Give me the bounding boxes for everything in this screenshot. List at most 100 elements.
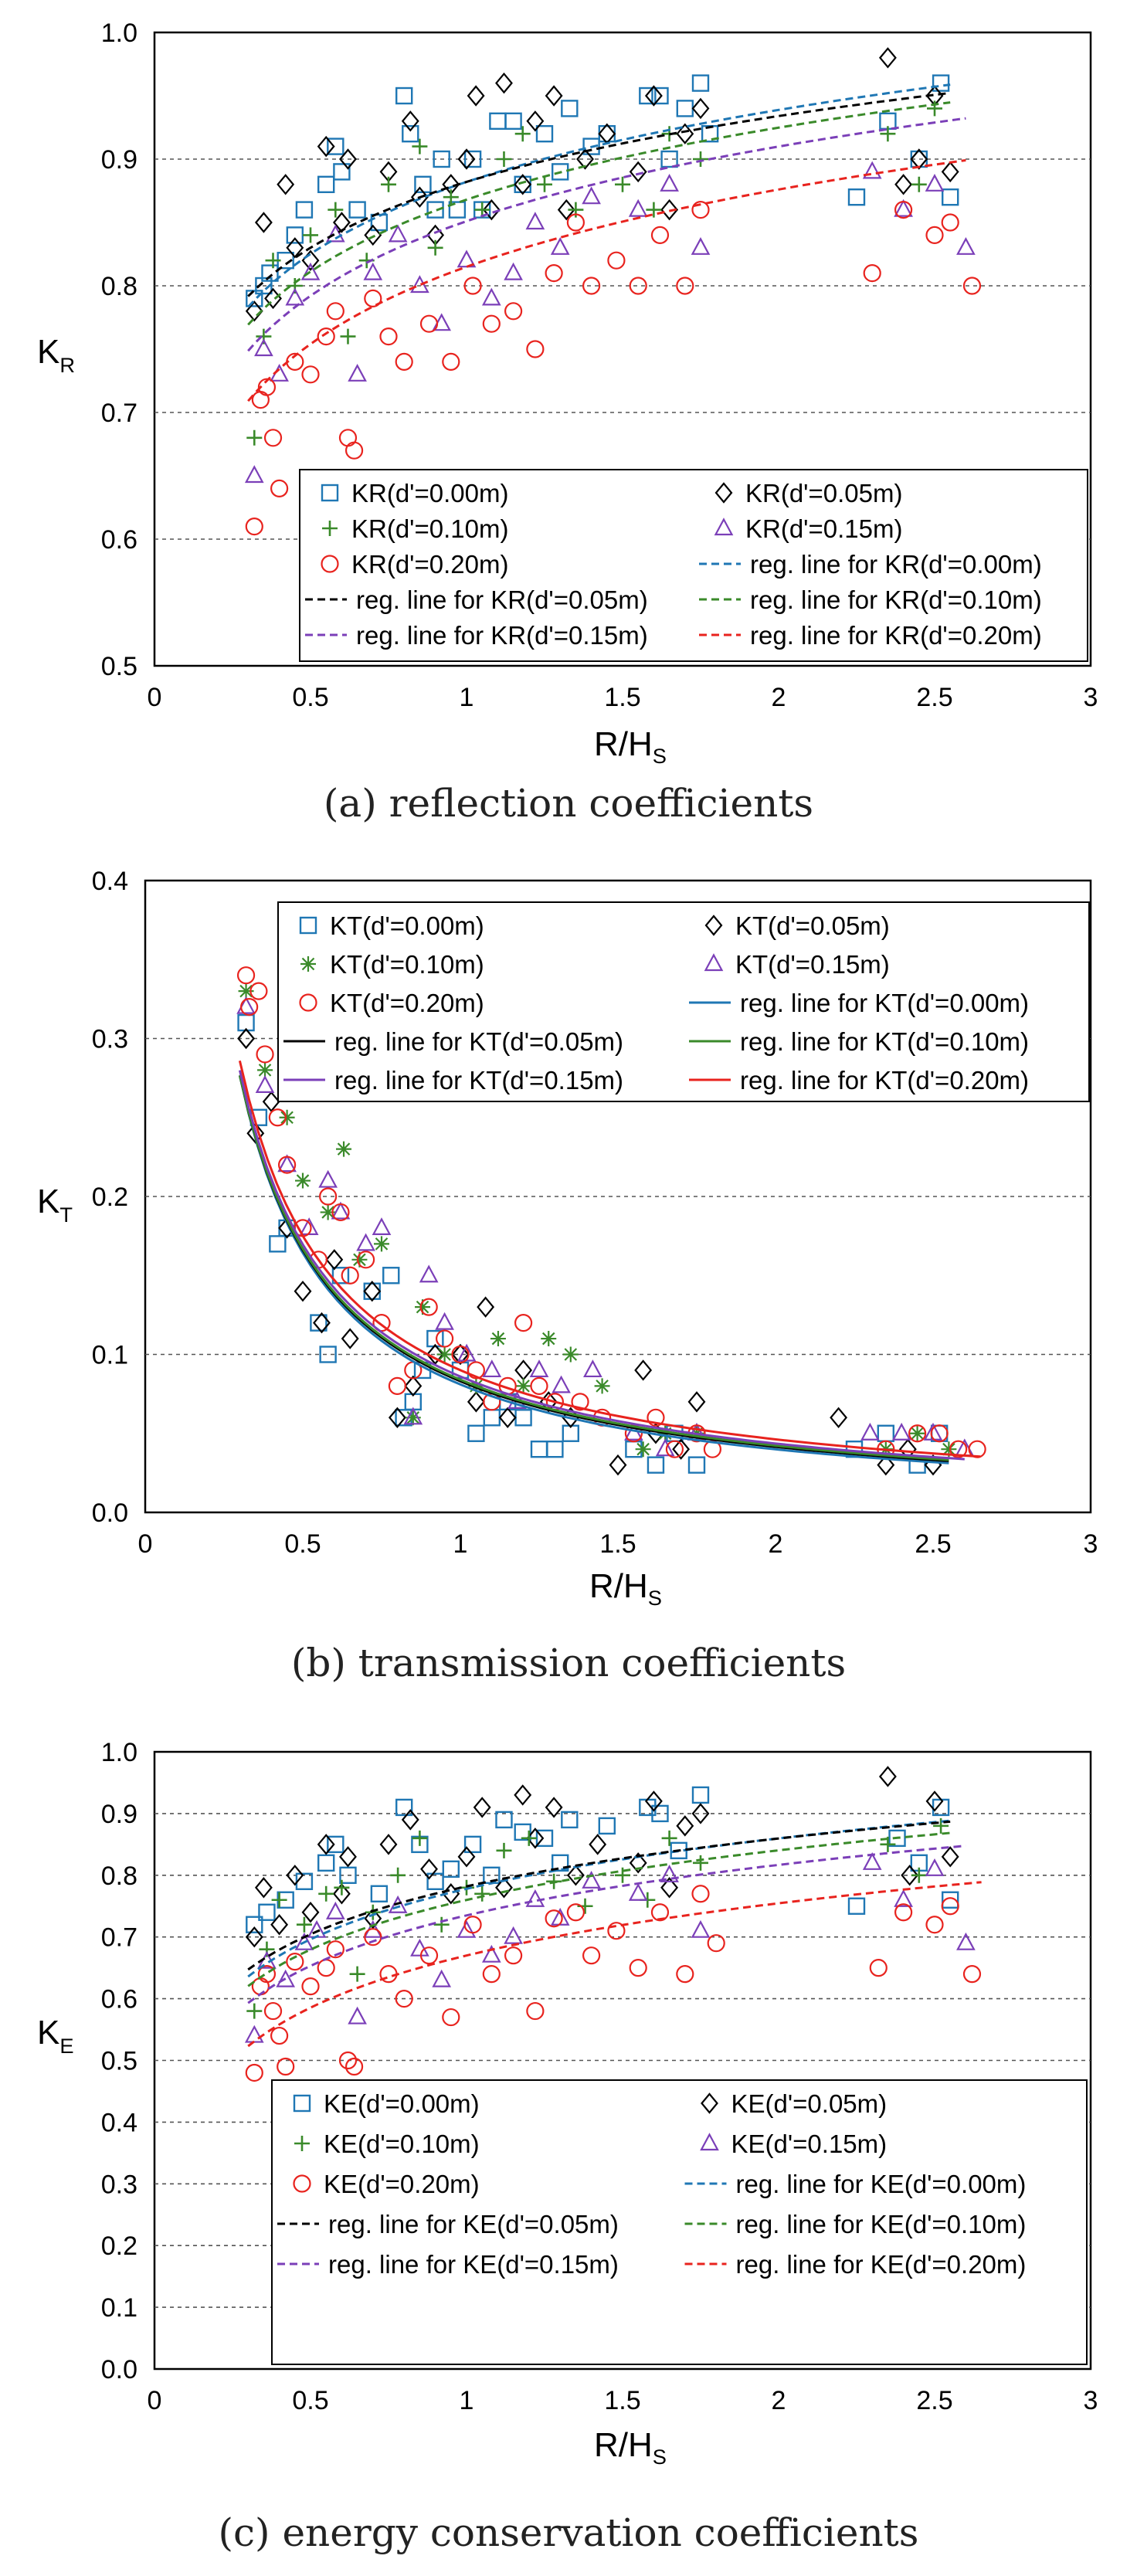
legend-entry: KR(d'=0.15m) [745,514,902,543]
data-point [334,1879,350,1896]
data-point [435,1329,454,1348]
data-point [628,199,648,217]
legend-entry: KE(d'=0.10m) [324,2130,480,2158]
data-point [436,1346,453,1363]
y-tick-label: 0.2 [92,1183,128,1212]
data-point [268,1108,287,1127]
data-point [257,1965,277,1984]
data-point [457,148,476,170]
data-point [525,1889,545,1907]
data-point [344,441,364,460]
data-point [894,1903,913,1922]
data-point [941,1897,959,1916]
data-point [338,2051,358,2070]
data-point [933,1817,949,1834]
regression-line-4 [247,1881,982,2048]
data-point [395,1990,413,2008]
data-point [482,1965,501,1984]
legend-symbol [293,2174,311,2193]
data-point [665,1440,684,1458]
data-point [490,1331,506,1347]
data-point [395,1798,413,1817]
data-point [676,1965,694,1984]
data-point [404,1375,423,1397]
data-point [344,2057,364,2076]
data-point [467,85,485,107]
x-tick-label: 1.5 [599,1529,636,1559]
data-point [545,264,563,283]
data-point [372,1217,392,1236]
data-point [317,1854,335,1872]
data-point [691,97,710,120]
series-1 [245,1766,959,1948]
legend-entry: reg. line for KT(d'=0.10m) [740,1027,1029,1056]
data-point [390,1867,406,1883]
data-point [412,1830,428,1846]
y-tick-label: 0.6 [101,1985,137,2014]
data-point [498,1407,517,1429]
data-point [847,1897,866,1915]
legend-entry: KE(d'=0.05m) [731,2089,888,2118]
data-point [410,1938,429,1957]
data-point [457,1846,476,1868]
data-point [451,1343,470,1366]
data-point [481,287,501,306]
series-4 [245,201,982,536]
data-point [318,1885,334,1902]
legend-symbol [294,2136,310,2151]
caption: (c) energy conservation coefficients [219,2510,919,2555]
data-point [526,110,545,132]
data-point [313,1312,331,1334]
series-2 [238,983,957,1458]
y-tick-label: 0.2 [101,2232,137,2261]
x-axis-label-sub: S [648,1586,662,1610]
data-point [463,1916,482,1934]
data-point [894,1889,913,1907]
legend-symbol [714,518,734,536]
data-point [647,1408,665,1427]
data-point [432,1969,452,1987]
x-tick-label: 3 [1084,1529,1098,1559]
data-point [514,1313,533,1332]
legend-entry: reg. line for KR(d'=0.15m) [356,621,648,650]
data-point [388,224,408,243]
data-point [364,1928,382,1946]
data-point [276,1969,296,1987]
data-point [257,1062,273,1078]
data-point [356,1233,375,1251]
legend-symbol [293,2094,311,2113]
data-point [927,100,942,117]
data-point [514,174,532,195]
data-point [278,1156,297,1174]
data-point [286,1953,304,1971]
legend-entry: KT(d'=0.10m) [330,950,484,979]
data-point [860,1422,880,1441]
data-point [256,1045,274,1064]
data-point [504,262,523,280]
data-point [325,1901,345,1919]
legend-symbol [700,2133,719,2151]
data-point [691,1803,710,1824]
data-point [552,163,569,181]
data-point [650,226,670,244]
data-point [427,239,443,256]
data-point [277,174,295,195]
data-point [676,277,694,295]
data-point [647,1456,665,1474]
data-point [526,1828,545,1849]
data-point [687,1391,706,1413]
data-point [303,227,318,243]
x-tick-label: 0.5 [292,683,328,712]
data-point [956,236,976,255]
data-point [880,126,896,142]
legend-entry: reg. line for KT(d'=0.00m) [740,989,1029,1017]
data-point [504,302,523,321]
data-point [351,1251,368,1268]
data-point [691,1885,710,1903]
data-point [294,1932,314,1950]
data-point [348,363,367,382]
data-point [495,72,513,94]
data-point [941,1441,957,1458]
data-point [327,137,344,155]
